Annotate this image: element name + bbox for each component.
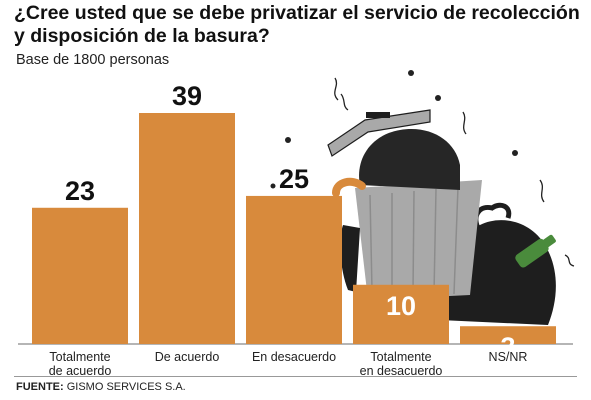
footer-divider [14, 376, 577, 377]
x-tick-label-0: Totalmente de acuerdo [49, 350, 112, 378]
x-tick-label-4: NS/NR [489, 350, 528, 364]
source-footer: FUENTE: GISMO SERVICES S.A. [16, 381, 186, 393]
bar-4 [460, 326, 556, 344]
source-label: FUENTE: [16, 381, 64, 393]
value-label-2: 25 [279, 164, 309, 194]
source-name: GISMO SERVICES S.A. [66, 381, 186, 393]
bar-1 [139, 113, 235, 344]
chart-subtitle: Base de 1800 personas [16, 52, 170, 68]
chart-title: ¿Cree usted que se debe privatizar el se… [14, 2, 580, 47]
bar-3 [353, 284, 449, 344]
bar-2 [246, 195, 342, 344]
value-label-1: 39 [172, 81, 202, 111]
value-label-4: 3 [500, 332, 515, 362]
value-label-0: 23 [65, 176, 95, 206]
x-tick-label-1: De acuerdo [155, 350, 220, 364]
value-label-3: 10 [386, 291, 416, 321]
bar-0 [32, 207, 128, 344]
trash-illustration [270, 70, 575, 325]
x-tick-label-3: Totalmente en desacuerdo [360, 350, 443, 378]
x-tick-label-2: En desacuerdo [252, 350, 336, 364]
